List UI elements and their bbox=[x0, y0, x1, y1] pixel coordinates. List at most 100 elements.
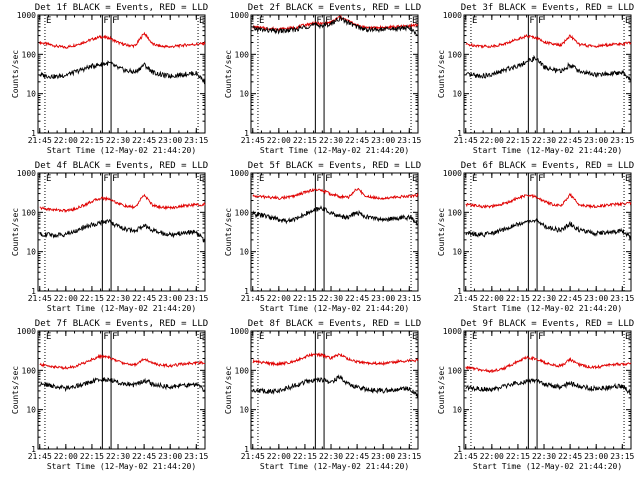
y-tick-label: 10 bbox=[239, 90, 249, 99]
y-axis-label: Counts/sec bbox=[11, 366, 20, 414]
x-tick-label: 22:15 bbox=[293, 294, 317, 303]
x-tick-label: 21:45 bbox=[28, 452, 52, 461]
x-tick-label: 23:15 bbox=[610, 294, 634, 303]
y-tick-label: 1 bbox=[244, 129, 249, 138]
marker-label: E bbox=[625, 174, 630, 184]
marker-label: F bbox=[325, 16, 330, 26]
detector-panel: Det 4f BLACK = Events, RED = LLD 1 10 100 10… bbox=[11, 161, 209, 313]
marker-label: E bbox=[259, 332, 264, 342]
y-tick-label: 100 bbox=[22, 50, 37, 59]
x-tick-label: 22:00 bbox=[267, 294, 291, 303]
y-tick-label: 100 bbox=[235, 208, 250, 217]
marker-label: F bbox=[325, 174, 330, 184]
marker-label: F bbox=[316, 332, 321, 342]
marker-label: E bbox=[472, 16, 477, 26]
marker-label: F bbox=[103, 332, 108, 342]
x-tick-label: 22:30 bbox=[106, 136, 130, 145]
panel-title: Det 1f BLACK = Events, RED = LLD bbox=[35, 3, 208, 13]
y-tick-label: 10 bbox=[26, 406, 36, 415]
x-axis-label: Start Time (12-May-02 21:44:20) bbox=[47, 462, 196, 471]
x-tick-label: 23:00 bbox=[371, 136, 395, 145]
x-tick-label: 22:15 bbox=[293, 136, 317, 145]
y-tick-label: 1000 bbox=[230, 327, 249, 336]
x-tick-label: 22:45 bbox=[132, 452, 156, 461]
y-tick-label: 100 bbox=[235, 366, 250, 375]
detector-panel: Det 3f BLACK = Events, RED = LLD 1 10 100 10… bbox=[437, 3, 635, 155]
x-tick-label: 23:00 bbox=[371, 452, 395, 461]
x-tick-label: 22:15 bbox=[80, 136, 104, 145]
plot-frame bbox=[463, 172, 632, 292]
events-series-line bbox=[252, 205, 419, 226]
x-axis-label: Start Time (12-May-02 21:44:20) bbox=[260, 146, 409, 155]
y-tick-label: 100 bbox=[22, 208, 37, 217]
y-tick-label: 10 bbox=[26, 90, 36, 99]
x-tick-label: 22:15 bbox=[506, 294, 530, 303]
x-tick-label: 22:00 bbox=[267, 136, 291, 145]
marker-label: F bbox=[112, 332, 117, 342]
x-tick-label: 22:30 bbox=[319, 294, 343, 303]
x-axis-label: Start Time (12-May-02 21:44:20) bbox=[47, 304, 196, 313]
x-axis-label: Start Time (12-May-02 21:44:20) bbox=[473, 462, 622, 471]
x-tick-label: 23:15 bbox=[184, 452, 208, 461]
marker-label: F bbox=[529, 16, 534, 26]
marker-label: F bbox=[538, 332, 543, 342]
marker-label: E bbox=[472, 174, 477, 184]
events-series-line bbox=[39, 377, 206, 393]
lld-series-line bbox=[39, 31, 206, 49]
marker-label: E bbox=[46, 174, 51, 184]
plot-frame bbox=[463, 14, 632, 134]
panel-title: Det 7f BLACK = Events, RED = LLD bbox=[35, 319, 208, 329]
detector-panel: Det 8f BLACK = Events, RED = LLD 1 10 100 10… bbox=[224, 319, 422, 471]
y-tick-label: 1 bbox=[31, 129, 36, 138]
x-tick-label: 22:45 bbox=[558, 294, 582, 303]
y-tick-label: 1 bbox=[244, 445, 249, 454]
x-tick-label: 22:45 bbox=[345, 452, 369, 461]
plot-frame bbox=[250, 14, 419, 134]
y-tick-label: 1000 bbox=[17, 169, 36, 178]
marker-label: E bbox=[412, 16, 417, 26]
x-tick-label: 23:00 bbox=[584, 136, 608, 145]
y-tick-label: 10 bbox=[452, 406, 462, 415]
lld-series-line bbox=[39, 353, 206, 370]
x-tick-label: 22:00 bbox=[480, 294, 504, 303]
marker-label: E bbox=[46, 332, 51, 342]
events-series-line bbox=[465, 54, 632, 83]
x-tick-label: 22:00 bbox=[480, 452, 504, 461]
marker-label: E bbox=[259, 16, 264, 26]
plot-frame bbox=[37, 172, 206, 292]
x-tick-label: 23:00 bbox=[584, 452, 608, 461]
x-tick-label: 23:15 bbox=[397, 452, 421, 461]
y-axis-label: Counts/sec bbox=[437, 366, 446, 414]
x-tick-label: 22:15 bbox=[293, 452, 317, 461]
marker-label: F bbox=[325, 332, 330, 342]
events-series-line bbox=[252, 374, 419, 399]
x-axis-label: Start Time (12-May-02 21:44:20) bbox=[260, 462, 409, 471]
x-tick-label: 22:45 bbox=[345, 136, 369, 145]
x-tick-label: 22:45 bbox=[558, 452, 582, 461]
marker-label: F bbox=[112, 16, 117, 26]
plot-frame bbox=[37, 330, 206, 450]
x-tick-label: 22:30 bbox=[532, 294, 556, 303]
panel-title: Det 6f BLACK = Events, RED = LLD bbox=[461, 161, 634, 171]
y-tick-label: 10 bbox=[452, 90, 462, 99]
x-tick-label: 21:45 bbox=[241, 136, 265, 145]
x-tick-label: 22:45 bbox=[345, 294, 369, 303]
y-tick-label: 10 bbox=[26, 248, 36, 257]
x-tick-label: 23:15 bbox=[610, 136, 634, 145]
detector-panel: Det 6f BLACK = Events, RED = LLD 1 10 100 10… bbox=[437, 161, 635, 313]
x-tick-label: 23:00 bbox=[371, 294, 395, 303]
panel-title: Det 8f BLACK = Events, RED = LLD bbox=[248, 319, 421, 329]
y-axis-label: Counts/sec bbox=[224, 366, 233, 414]
marker-label: F bbox=[538, 16, 543, 26]
x-tick-label: 22:00 bbox=[54, 294, 78, 303]
detector-panel: Det 2f BLACK = Events, RED = LLD 1 10 100 10… bbox=[224, 3, 422, 155]
marker-label: E bbox=[412, 174, 417, 184]
x-tick-label: 23:00 bbox=[584, 294, 608, 303]
events-series-line bbox=[39, 60, 206, 85]
x-axis-label: Start Time (12-May-02 21:44:20) bbox=[260, 304, 409, 313]
x-tick-label: 23:15 bbox=[184, 136, 208, 145]
y-tick-label: 1000 bbox=[17, 327, 36, 336]
y-tick-label: 1 bbox=[244, 287, 249, 296]
x-tick-label: 23:00 bbox=[158, 136, 182, 145]
